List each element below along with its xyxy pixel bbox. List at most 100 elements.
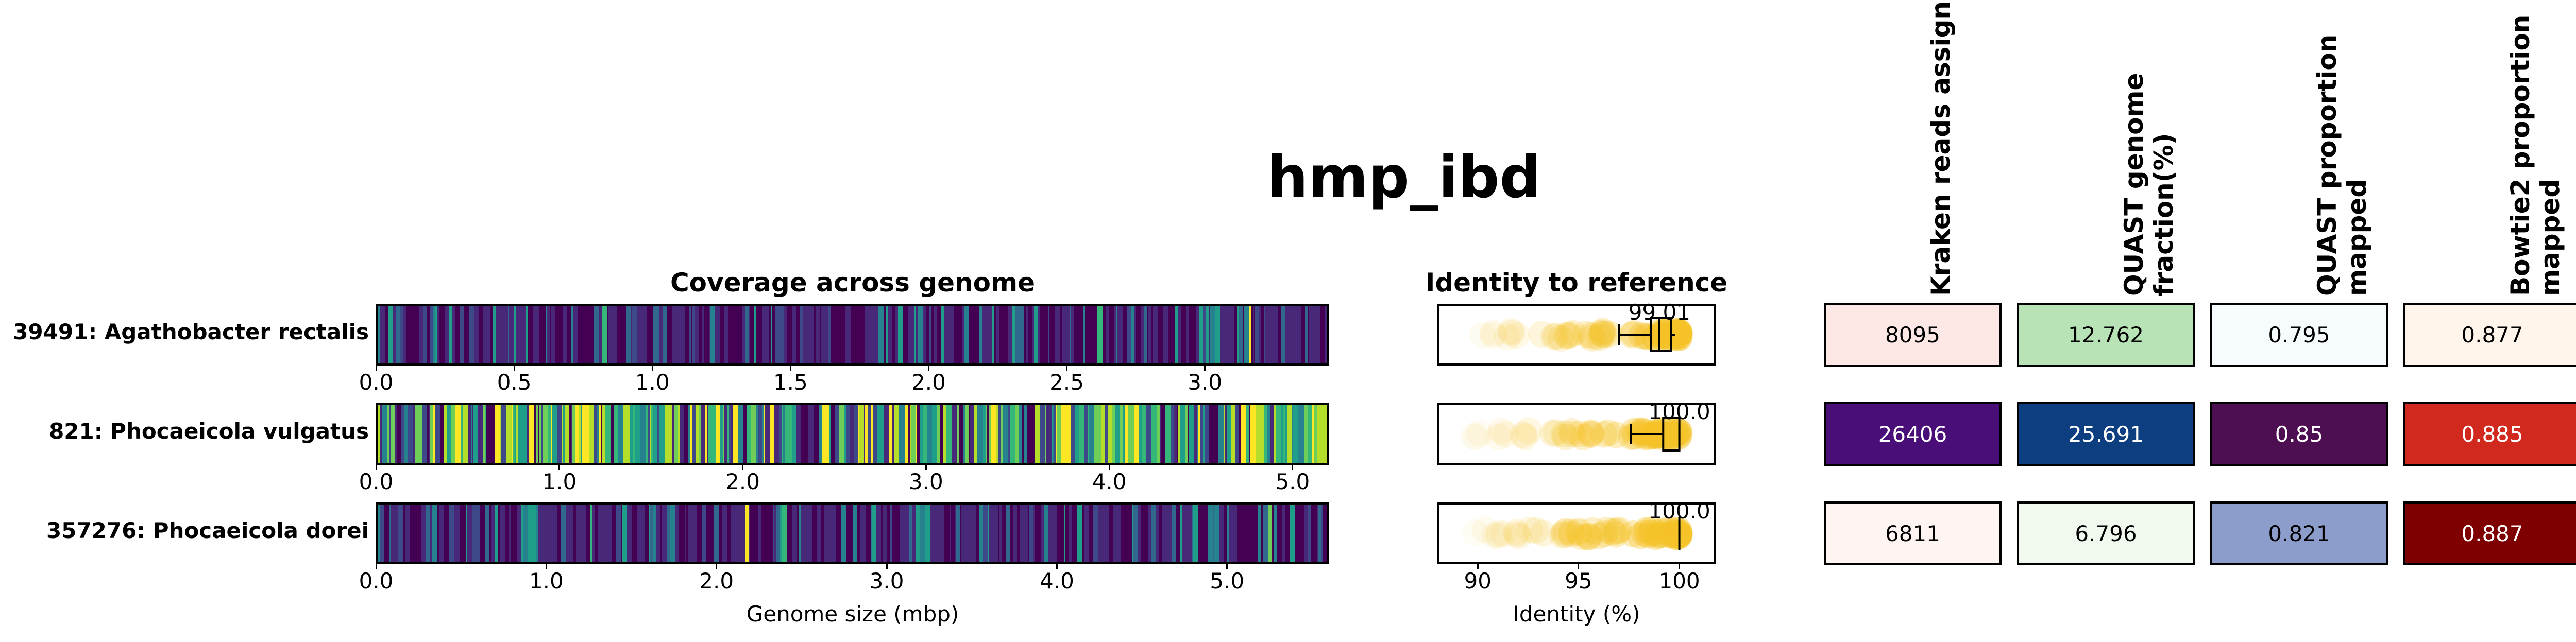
coverage-bin [657,405,659,463]
coverage-bin [893,505,899,562]
coverage-bin [584,505,586,562]
coverage-bin [954,306,958,363]
coverage-bin [490,306,493,363]
identity-point [1603,517,1631,545]
coverage-tick [925,465,927,470]
coverage-bin [443,306,445,363]
coverage-bin [653,505,656,562]
coverage-bin [1316,306,1320,363]
coverage-bin [977,405,979,463]
coverage-bin [685,505,686,562]
coverage-bin [1304,405,1308,463]
coverage-bin [1079,405,1084,463]
coverage-bin [396,505,397,562]
identity-point [1565,519,1592,546]
coverage-bin [478,405,483,463]
coverage-bin [672,306,676,363]
coverage-bin [1101,405,1105,463]
coverage-bin [645,505,649,562]
coverage-bin [818,505,821,562]
coverage-bin [605,405,611,463]
identity-point [1656,318,1683,345]
coverage-bin [1281,306,1285,363]
coverage-tick [1108,465,1110,470]
coverage-bin [827,505,831,562]
identity-iqr-box [1650,317,1672,352]
coverage-bin [1054,405,1056,463]
coverage-bin [846,505,849,562]
coverage-bin [775,306,781,363]
coverage-bin [1165,505,1168,562]
coverage-bin [1062,306,1065,363]
coverage-bin [835,405,839,463]
coverage-bin [1139,405,1142,463]
identity-point [1657,423,1685,450]
coverage-bin [516,405,518,463]
coverage-bin [651,306,653,363]
coverage-bin [1105,405,1108,463]
coverage-bin [741,505,745,562]
coverage-tick-label: 1.0 [529,568,564,594]
coverage-bin [952,505,955,562]
coverage-bin [1081,306,1083,363]
coverage-bin [745,505,749,562]
coverage-bin [551,306,555,363]
coverage-bin [1024,505,1028,562]
coverage-bin [792,505,797,562]
identity-point [1552,423,1579,450]
coverage-bin [1320,306,1325,363]
identity-median-label: 99.01 [1628,300,1690,325]
coverage-bin [1317,405,1323,463]
coverage-bin [1098,405,1101,463]
identity-point [1503,520,1530,548]
coverage-bin [780,505,782,562]
coverage-bin [594,306,598,363]
coverage-bin [694,505,697,562]
coverage-bin [439,306,443,363]
identity-panel-title: Identity to reference [1425,268,1728,298]
coverage-bin [1165,405,1171,463]
coverage-bin [569,405,571,463]
identity-point [1629,418,1656,445]
coverage-bin [695,306,699,363]
coverage-bin [616,505,621,562]
coverage-bin [1180,505,1182,562]
identity-tick-label: 100 [1658,568,1700,594]
identity-point [1662,318,1689,345]
coverage-bin [854,405,858,463]
coverage-bin [515,405,516,463]
coverage-bin [1057,505,1058,562]
coverage-bin [498,505,500,562]
coverage-bin [1168,306,1171,363]
metric-cell: 25.691 [2017,402,2195,466]
coverage-bin [423,306,427,363]
coverage-tick [789,366,791,371]
coverage-bin [1097,306,1103,363]
coverage-bin [1261,306,1264,363]
coverage-bin [1251,505,1256,562]
coverage-bin [865,306,870,363]
identity-tick [1477,564,1479,569]
coverage-bin [747,405,751,463]
coverage-bin [1327,405,1329,465]
coverage-bin [805,405,808,463]
identity-point [1620,418,1648,445]
coverage-bin [950,505,951,562]
coverage-bin [1141,505,1144,562]
coverage-bin [969,405,970,463]
coverage-bin [1191,306,1196,363]
coverage-bin [769,505,773,562]
coverage-bin [503,306,508,363]
coverage-bin [779,405,782,463]
coverage-track [376,403,1329,465]
coverage-bin [1185,405,1188,463]
coverage-bin [706,505,709,562]
coverage-bin [799,505,801,562]
coverage-bin [1151,306,1153,363]
coverage-bin [1089,505,1093,562]
identity-point [1577,421,1604,448]
coverage-bin [1033,505,1035,562]
identity-point [1656,521,1684,548]
coverage-bin [1171,405,1174,463]
coverage-bin [1163,306,1165,363]
